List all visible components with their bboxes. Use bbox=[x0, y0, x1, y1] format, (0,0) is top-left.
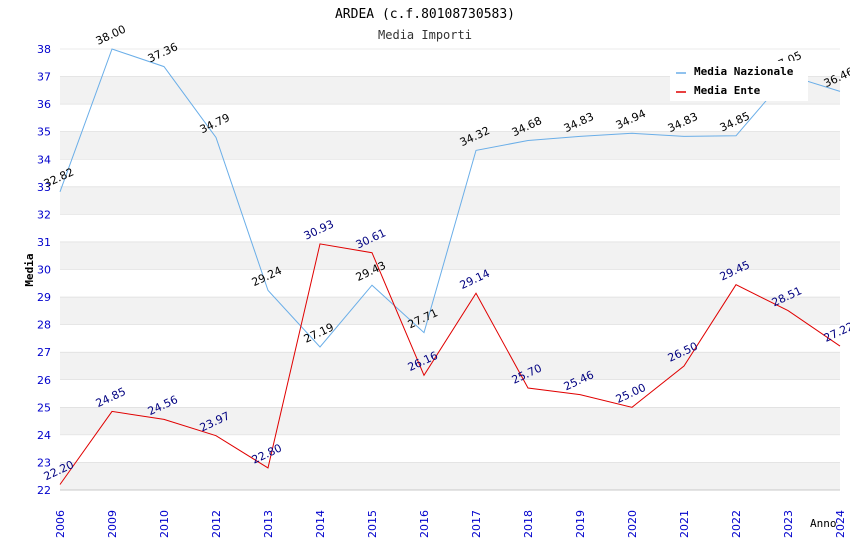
data-label-media-nazionale: 38.00 bbox=[94, 23, 128, 48]
series-line-media-ente bbox=[59, 243, 841, 485]
plot-band bbox=[60, 379, 840, 408]
x-axis-label: Anno bbox=[810, 517, 837, 530]
x-tick-label: 2018 bbox=[522, 510, 535, 538]
x-tick-labels: 2006 2009 2010 2012 2013 2014 2015 2016 2017 2018… bbox=[54, 510, 847, 538]
y-tick-label: 29 bbox=[37, 291, 51, 304]
chart-subtitle: Media Importi bbox=[378, 28, 472, 42]
y-tick-label: 35 bbox=[37, 126, 51, 139]
y-tick-label: 37 bbox=[37, 71, 51, 84]
plot-band bbox=[60, 214, 840, 242]
x-tick-label: 2010 bbox=[158, 510, 171, 538]
y-tick-label: 38 bbox=[37, 43, 51, 56]
y-tick-label: 34 bbox=[37, 153, 51, 166]
y-tick-label: 24 bbox=[37, 429, 51, 442]
plot-band bbox=[60, 104, 840, 132]
plot-background bbox=[60, 49, 840, 490]
series-lines bbox=[59, 48, 841, 485]
y-tick-label: 33 bbox=[37, 181, 51, 194]
x-tick-label: 2021 bbox=[678, 510, 691, 538]
x-tick-label: 2012 bbox=[210, 510, 223, 538]
x-tick-label: 2017 bbox=[470, 510, 483, 538]
x-tick-label: 2019 bbox=[574, 510, 587, 538]
plot-band bbox=[60, 434, 840, 463]
x-tick-label: 2013 bbox=[262, 510, 275, 538]
x-tick-label: 2009 bbox=[106, 510, 119, 538]
y-tick-label: 26 bbox=[37, 374, 51, 387]
y-axis-label: Media bbox=[23, 253, 36, 286]
plot-band bbox=[60, 159, 840, 187]
y-tick-label: 31 bbox=[37, 236, 51, 249]
x-tick-label: 2022 bbox=[730, 510, 743, 538]
y-tick-labels: 22 23 24 25 26 27 28 29 30 31 32 33 34 35 36 37 38 bbox=[37, 43, 51, 497]
x-tick-label: 2014 bbox=[314, 510, 327, 538]
plot-band bbox=[60, 186, 840, 215]
y-tick-label: 30 bbox=[37, 264, 51, 277]
plot-band bbox=[60, 241, 840, 270]
legend-label-media-nazionale: Media Nazionale bbox=[694, 65, 794, 78]
x-tick-label: 2016 bbox=[418, 510, 431, 538]
legend-label-media-ente: Media Ente bbox=[694, 84, 761, 97]
x-tick-label: 2015 bbox=[366, 510, 379, 538]
y-tick-label: 25 bbox=[37, 401, 51, 414]
plot-band bbox=[60, 407, 840, 435]
chart-title: ARDEA (c.f.80108730583) bbox=[335, 7, 515, 22]
y-tick-label: 32 bbox=[37, 208, 51, 221]
x-tick-label: 2006 bbox=[54, 510, 67, 538]
y-tick-label: 28 bbox=[37, 319, 51, 332]
y-tick-label: 27 bbox=[37, 346, 51, 359]
x-tick-label: 2023 bbox=[782, 510, 795, 538]
x-tick-label: 2024 bbox=[834, 510, 847, 538]
plot-band bbox=[60, 352, 840, 380]
plot-band bbox=[60, 297, 840, 325]
x-tick-label: 2020 bbox=[626, 510, 639, 538]
y-tick-label: 22 bbox=[37, 484, 51, 497]
plot-band bbox=[60, 269, 840, 298]
y-tick-label: 23 bbox=[37, 456, 51, 469]
legend-box bbox=[670, 61, 808, 101]
y-tick-label: 36 bbox=[37, 98, 51, 111]
plot-band bbox=[60, 324, 840, 353]
series-line-media-nazionale bbox=[59, 48, 841, 348]
plot-band bbox=[60, 462, 840, 490]
gridlines bbox=[60, 48, 840, 491]
legend: Media Nazionale Media Ente bbox=[670, 61, 808, 101]
